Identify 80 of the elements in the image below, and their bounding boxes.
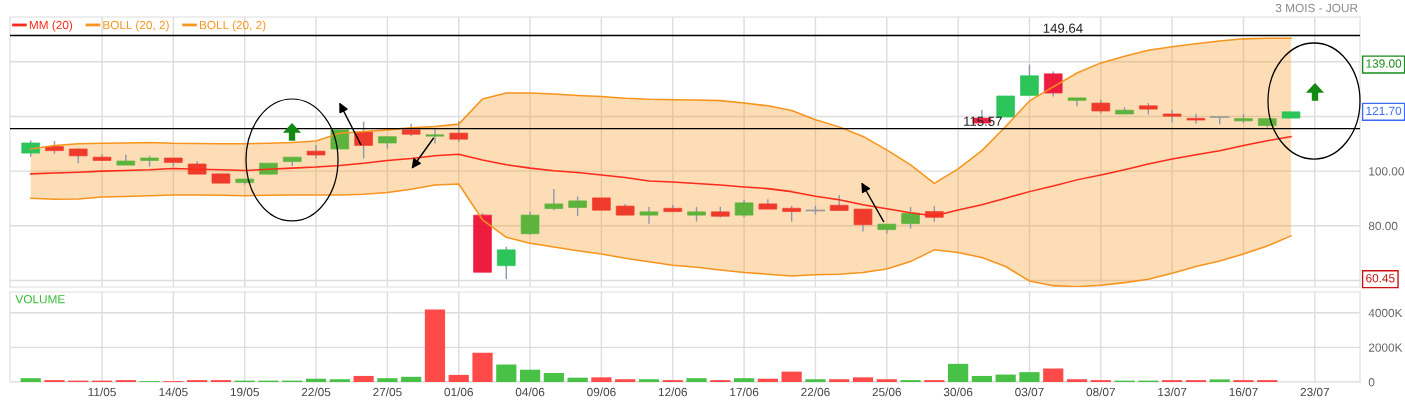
bar — [424, 309, 446, 382]
candlestick — [1186, 113, 1206, 125]
bar — [591, 377, 612, 382]
x-tick-label: 03/07 — [1015, 387, 1044, 397]
bar — [1066, 379, 1088, 382]
candlestick — [1043, 70, 1063, 98]
chart-subtitle: 3 MOIS - JOUR — [1275, 3, 1358, 13]
legend-label: MM (20) — [29, 20, 73, 32]
x-tick-label: 25/06 — [872, 387, 902, 397]
annotation: 121.70 — [1366, 106, 1402, 115]
bar — [519, 369, 541, 382]
bar — [615, 379, 636, 382]
bar — [995, 374, 1016, 382]
bar — [20, 378, 41, 382]
bar — [472, 352, 493, 382]
x-tick-label: 01/06 — [444, 387, 473, 397]
bar — [377, 378, 398, 382]
x-tick-label: 16/07 — [1229, 387, 1258, 397]
x-tick-label: 04/06 — [515, 387, 545, 397]
bar — [948, 363, 969, 382]
candlestick — [520, 211, 540, 236]
x-tick-label: 27/05 — [373, 387, 402, 397]
candlestick — [449, 120, 468, 143]
annotation: 60.45 — [1366, 274, 1395, 283]
ref-line-label: 149.64 — [1043, 23, 1083, 33]
candlestick — [306, 144, 326, 160]
x-tick-label: 22/06 — [801, 387, 830, 397]
bar — [829, 379, 850, 382]
bar — [805, 379, 826, 382]
candlestick — [996, 95, 1015, 118]
y-tick-label: 4000K — [1368, 308, 1403, 318]
x-tick-label: 14/05 — [159, 387, 188, 397]
chart-title: VOLUME — [15, 295, 65, 304]
bar — [1209, 379, 1230, 382]
bar — [305, 378, 327, 382]
candlestick — [853, 208, 873, 233]
bar — [852, 377, 874, 382]
bar — [448, 374, 469, 382]
bar — [353, 375, 374, 382]
x-tick-label: 17/06 — [730, 387, 759, 397]
candlestick — [568, 195, 587, 217]
candlestick — [544, 188, 564, 211]
candlestick — [639, 206, 659, 225]
bar — [567, 377, 588, 382]
bar — [496, 364, 517, 382]
candlestick — [425, 128, 445, 145]
candlestick — [1020, 63, 1039, 97]
candlestick — [354, 120, 373, 160]
candlestick — [901, 206, 920, 230]
bar — [971, 375, 992, 382]
x-tick-label: 11/05 — [88, 387, 116, 397]
y-tick-label: 100.00 — [1369, 167, 1404, 176]
bar — [401, 376, 422, 382]
ref-line-label: 115.57 — [964, 116, 1002, 126]
x-tick-label: 09/06 — [587, 387, 616, 397]
bar — [876, 379, 897, 382]
x-tick-label: 12/06 — [658, 387, 688, 397]
bar — [1019, 372, 1040, 382]
x-tick-label: 22/05 — [301, 387, 331, 397]
legend-label: BOLL (20, 2) — [103, 20, 169, 32]
y-tick-label: 80.00 — [1368, 221, 1398, 231]
y-tick-label: 0 — [1368, 378, 1375, 387]
bar — [686, 378, 707, 382]
y-tick-label: 2000K — [1368, 343, 1403, 352]
bar — [781, 371, 802, 382]
bar — [329, 379, 350, 382]
annotation: 139.00 — [1366, 59, 1402, 68]
x-tick-label: 19/05 — [230, 387, 259, 397]
candlestick — [497, 246, 516, 280]
x-tick-label: 13/07 — [1158, 387, 1187, 397]
x-tick-label: 08/07 — [1086, 387, 1115, 397]
legend-label: BOLL (20, 2) — [199, 20, 266, 32]
x-tick-label: 23/07 — [1300, 387, 1329, 397]
bar — [638, 379, 660, 382]
bar — [757, 378, 778, 382]
line-series — [29, 183, 1292, 287]
bar — [543, 373, 564, 382]
bar — [1043, 368, 1064, 382]
bar — [733, 378, 755, 382]
x-tick-label: 30/06 — [943, 387, 973, 397]
